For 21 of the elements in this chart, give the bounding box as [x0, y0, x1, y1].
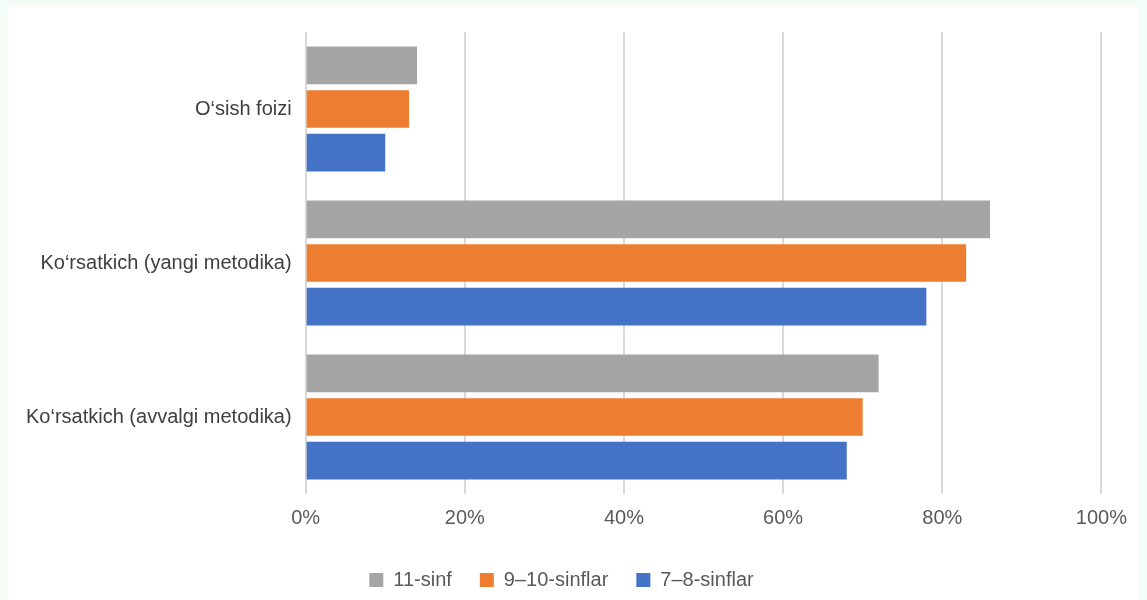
y-tick-label: Ko‘rsatkich (avvalgi metodika) — [26, 404, 292, 427]
x-tick-label: 60% — [763, 505, 804, 528]
bar — [306, 90, 410, 128]
x-tick-label: 20% — [444, 505, 486, 528]
bar — [306, 354, 879, 393]
bar — [306, 46, 418, 85]
bar — [306, 244, 967, 282]
y-tick-label: O‘sish foizi — [194, 96, 292, 119]
legend-label: 11-sinf — [393, 567, 453, 590]
y-tick-label: Ko‘rsatkich (yangi metodika) — [40, 250, 292, 273]
bar — [306, 398, 863, 436]
legend-label: 9–10-sinflar — [503, 567, 609, 590]
bar — [306, 133, 386, 172]
x-tick-label: 0% — [291, 505, 321, 528]
bar — [306, 441, 847, 480]
bar — [306, 287, 927, 326]
legend-label: 7–8-sinflar — [660, 567, 755, 590]
x-tick-label: 100% — [1075, 505, 1128, 528]
bar — [306, 200, 991, 239]
x-tick-label: 80% — [922, 505, 963, 528]
x-tick-label: 40% — [603, 505, 645, 528]
